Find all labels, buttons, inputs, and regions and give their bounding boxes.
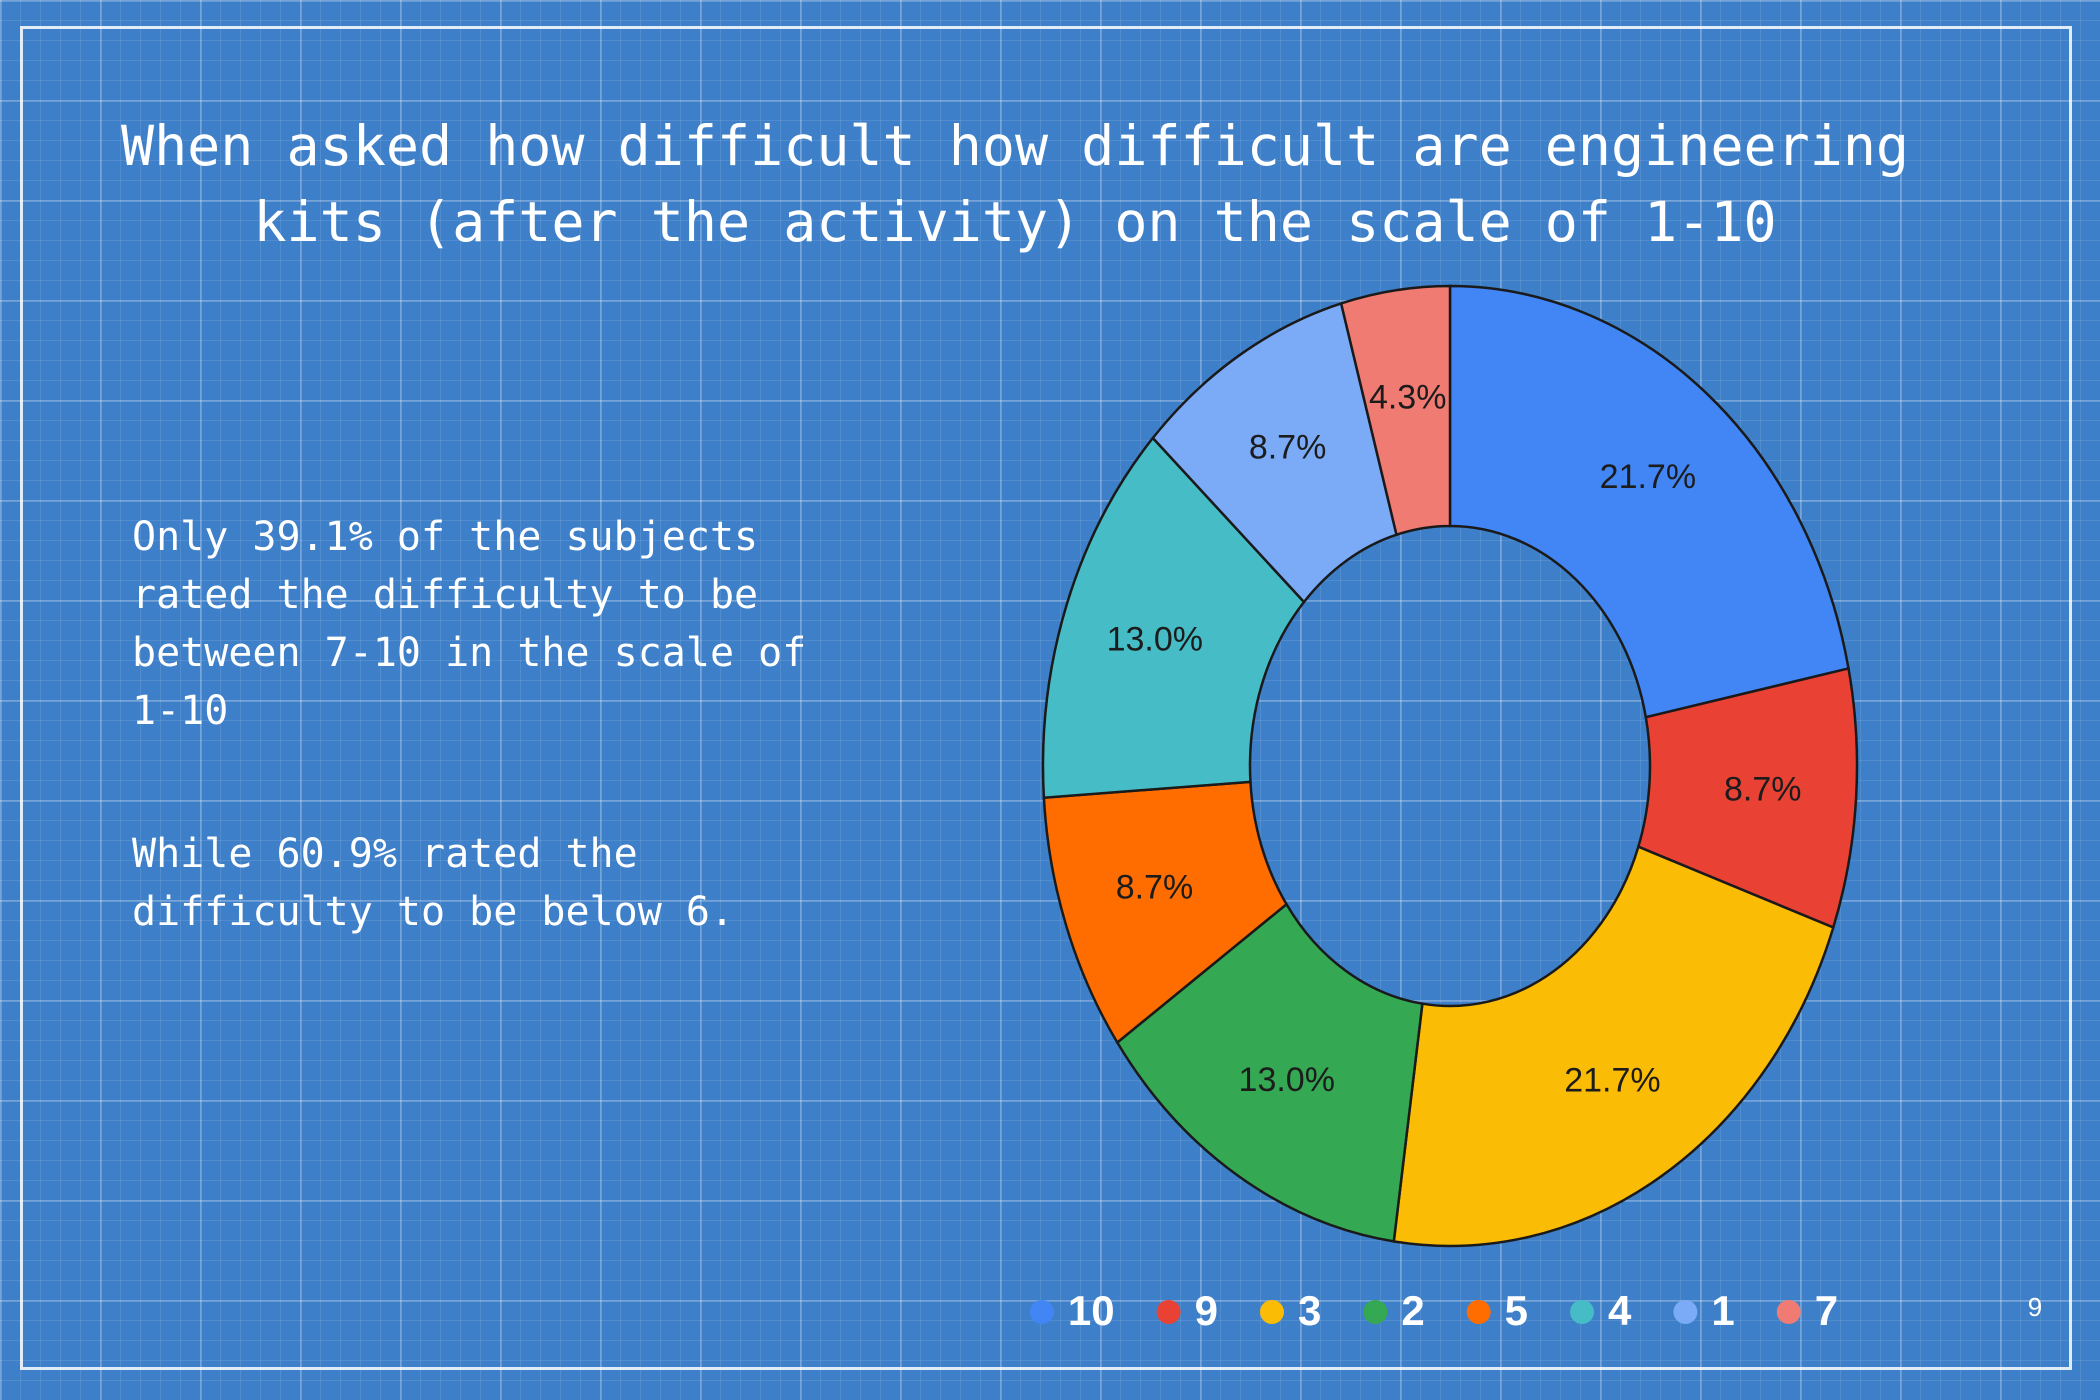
- legend-label-9: 9: [1195, 1287, 1218, 1334]
- slice-10: [1448, 284, 1850, 719]
- slice-labels: 21.7% 8.7% 21.7% 13.0% 8.7% 13.0% 8.7% 4.3%: [1107, 378, 1802, 1099]
- legend-swatch-2: [1363, 1300, 1388, 1324]
- summary-note-high: Only 39.1% of the subjects rated the dif…: [132, 514, 807, 734]
- slide-title: When asked how difficult how difficult a…: [120, 114, 1910, 254]
- slice-4: [1041, 436, 1306, 800]
- legend-swatch-4: [1570, 1300, 1595, 1324]
- page-number: 9: [2027, 1292, 2043, 1322]
- slice-7: [1339, 284, 1452, 537]
- slice-label-3: 21.7%: [1564, 1061, 1660, 1099]
- slice-label-7: 4.3%: [1369, 378, 1447, 416]
- slice-label-10: 21.7%: [1600, 458, 1696, 496]
- slice-label-4: 13.0%: [1107, 621, 1203, 659]
- legend-label-10: 10: [1068, 1287, 1115, 1334]
- slice-label-5: 8.7%: [1116, 868, 1194, 906]
- slice-label-2: 13.0%: [1239, 1061, 1335, 1099]
- legend-label-2: 2: [1401, 1287, 1424, 1334]
- legend-swatch-5: [1466, 1300, 1491, 1324]
- legend-swatch-7: [1776, 1300, 1801, 1324]
- slice-label-9: 8.7%: [1724, 771, 1802, 809]
- legend-label-1: 1: [1711, 1287, 1734, 1334]
- legend-label-7: 7: [1815, 1287, 1838, 1334]
- summary-note-low: While 60.9% rated the difficulty to be b…: [132, 831, 735, 935]
- legend-swatch-9: [1156, 1300, 1181, 1324]
- chart-legend: 10 9 3 2 5 4 1 7: [1029, 1287, 1838, 1334]
- legend-label-3: 3: [1298, 1287, 1321, 1334]
- legend-label-4: 4: [1608, 1287, 1632, 1334]
- legend-swatch-1: [1673, 1300, 1698, 1324]
- slice-2: [1115, 902, 1424, 1243]
- legend-swatch-3: [1259, 1300, 1284, 1324]
- slice-3: [1392, 845, 1835, 1248]
- donut-slices: [1041, 284, 1859, 1248]
- slide-frame: [20, 26, 2072, 1370]
- legend-label-5: 5: [1505, 1287, 1528, 1334]
- legend-swatch-10: [1029, 1300, 1054, 1324]
- slice-label-1: 8.7%: [1249, 429, 1327, 467]
